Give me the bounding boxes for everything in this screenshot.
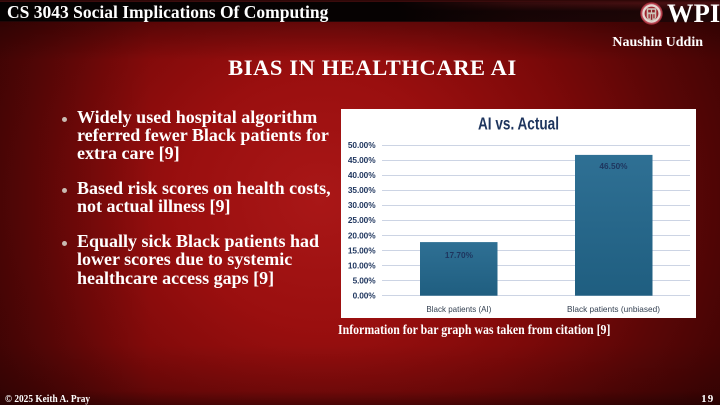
svg-text:5.00%: 5.00% (353, 275, 377, 285)
svg-text:Black patients (AI): Black patients (AI) (426, 304, 491, 314)
svg-text:46.50%: 46.50% (599, 161, 628, 171)
svg-text:20.00%: 20.00% (348, 230, 376, 240)
svg-text:50.00%: 50.00% (348, 139, 376, 149)
svg-text:25.00%: 25.00% (348, 215, 376, 225)
svg-text:30.00%: 30.00% (348, 200, 376, 210)
svg-text:17.70%: 17.70% (445, 249, 474, 259)
svg-text:10.00%: 10.00% (348, 260, 376, 270)
svg-text:0.00%: 0.00% (353, 290, 377, 300)
svg-text:40.00%: 40.00% (348, 170, 376, 180)
svg-text:Black patients (unbiased): Black patients (unbiased) (567, 304, 660, 314)
svg-text:45.00%: 45.00% (348, 155, 376, 165)
svg-text:AI vs. Actual: AI vs. Actual (478, 113, 559, 133)
svg-text:35.00%: 35.00% (348, 185, 376, 195)
svg-text:15.00%: 15.00% (348, 245, 376, 255)
